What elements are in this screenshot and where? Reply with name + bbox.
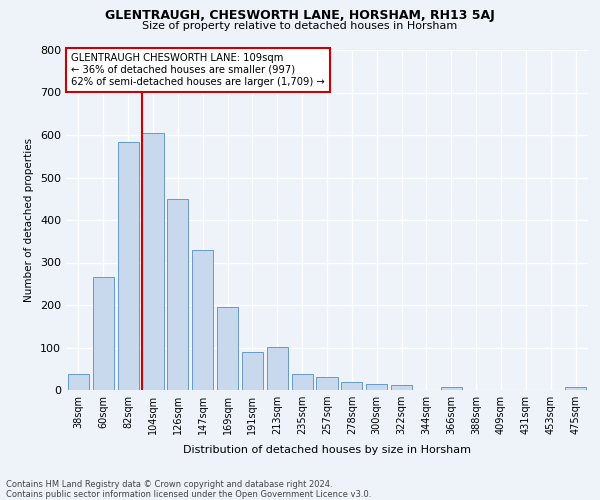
Bar [242, 352, 263, 390]
X-axis label: Distribution of detached houses by size in Horsham: Distribution of detached houses by size … [183, 446, 471, 456]
Bar [167, 199, 188, 390]
Bar [292, 374, 313, 390]
Bar [341, 382, 362, 390]
Bar [565, 386, 586, 390]
Text: GLENTRAUGH, CHESWORTH LANE, HORSHAM, RH13 5AJ: GLENTRAUGH, CHESWORTH LANE, HORSHAM, RH1… [105, 9, 495, 22]
Bar [217, 306, 238, 390]
Bar [366, 384, 387, 390]
Bar [441, 386, 462, 390]
Y-axis label: Number of detached properties: Number of detached properties [25, 138, 34, 302]
Bar [192, 250, 213, 390]
Bar [68, 374, 89, 390]
Text: GLENTRAUGH CHESWORTH LANE: 109sqm
← 36% of detached houses are smaller (997)
62%: GLENTRAUGH CHESWORTH LANE: 109sqm ← 36% … [71, 54, 325, 86]
Text: Size of property relative to detached houses in Horsham: Size of property relative to detached ho… [142, 21, 458, 31]
Bar [142, 133, 164, 390]
Bar [316, 377, 338, 390]
Bar [118, 142, 139, 390]
Bar [93, 276, 114, 390]
Bar [391, 386, 412, 390]
Bar [267, 347, 288, 390]
Text: Contains HM Land Registry data © Crown copyright and database right 2024.
Contai: Contains HM Land Registry data © Crown c… [6, 480, 371, 499]
